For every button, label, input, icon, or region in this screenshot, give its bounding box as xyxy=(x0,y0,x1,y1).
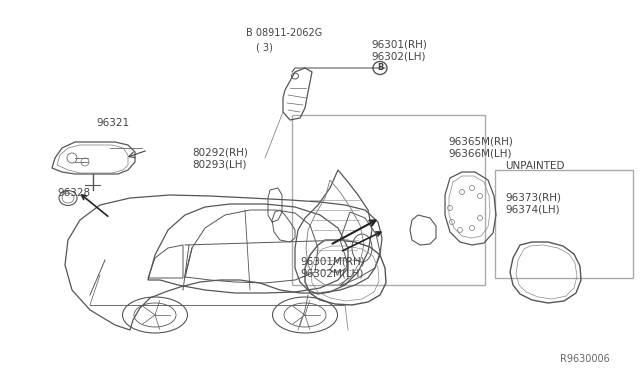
Text: 96301M(RH): 96301M(RH) xyxy=(301,256,365,266)
Text: 96302M(LH): 96302M(LH) xyxy=(301,268,364,278)
Text: 80292(RH): 80292(RH) xyxy=(192,148,248,157)
Text: ( 3): ( 3) xyxy=(256,43,273,52)
Text: B 08911-2062G: B 08911-2062G xyxy=(246,29,323,38)
Text: 96366M(LH): 96366M(LH) xyxy=(448,148,511,158)
Text: 80293(LH): 80293(LH) xyxy=(192,160,246,169)
Text: 96302(LH): 96302(LH) xyxy=(371,52,426,61)
Text: 96374(LH): 96374(LH) xyxy=(506,204,560,214)
Bar xyxy=(495,170,633,278)
Bar xyxy=(292,115,485,285)
Text: 96301(RH): 96301(RH) xyxy=(371,40,427,49)
Text: UNPAINTED: UNPAINTED xyxy=(506,161,565,170)
Text: B: B xyxy=(377,64,383,73)
Text: 96321: 96321 xyxy=(96,118,129,128)
Text: 96373(RH): 96373(RH) xyxy=(506,192,562,202)
Text: 96365M(RH): 96365M(RH) xyxy=(448,137,513,146)
Text: R9630006: R9630006 xyxy=(560,354,610,364)
Text: 96328: 96328 xyxy=(58,189,91,198)
